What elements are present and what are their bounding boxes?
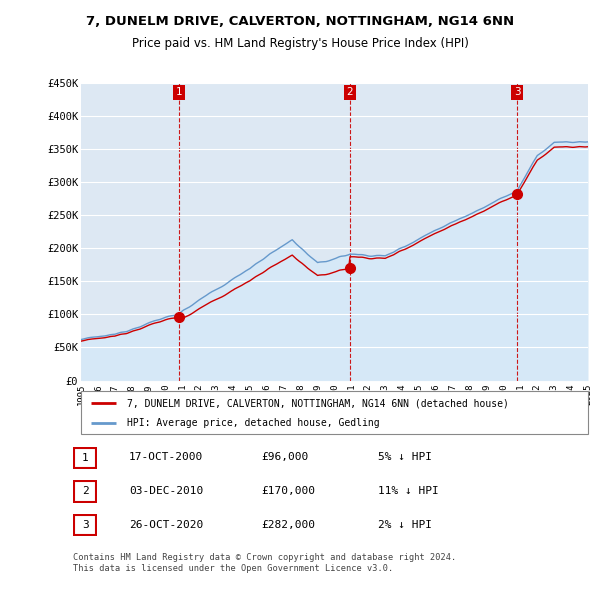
Text: 1: 1 [176, 87, 182, 97]
Text: Contains HM Land Registry data © Crown copyright and database right 2024.
This d: Contains HM Land Registry data © Crown c… [73, 553, 457, 573]
Text: £282,000: £282,000 [261, 520, 315, 529]
FancyBboxPatch shape [74, 515, 96, 535]
Text: 11% ↓ HPI: 11% ↓ HPI [378, 486, 439, 496]
Text: 2: 2 [347, 87, 353, 97]
FancyBboxPatch shape [81, 391, 588, 434]
Text: 17-OCT-2000: 17-OCT-2000 [129, 453, 203, 462]
Text: £96,000: £96,000 [261, 453, 308, 462]
Text: 2: 2 [82, 487, 89, 496]
Text: 1: 1 [82, 453, 89, 463]
Text: 26-OCT-2020: 26-OCT-2020 [129, 520, 203, 529]
FancyBboxPatch shape [74, 448, 96, 468]
Text: 7, DUNELM DRIVE, CALVERTON, NOTTINGHAM, NG14 6NN: 7, DUNELM DRIVE, CALVERTON, NOTTINGHAM, … [86, 15, 514, 28]
Text: Price paid vs. HM Land Registry's House Price Index (HPI): Price paid vs. HM Land Registry's House … [131, 37, 469, 50]
Text: 03-DEC-2010: 03-DEC-2010 [129, 486, 203, 496]
Text: 5% ↓ HPI: 5% ↓ HPI [378, 453, 432, 462]
Text: 7, DUNELM DRIVE, CALVERTON, NOTTINGHAM, NG14 6NN (detached house): 7, DUNELM DRIVE, CALVERTON, NOTTINGHAM, … [127, 398, 509, 408]
Text: 3: 3 [82, 520, 89, 530]
Text: 2% ↓ HPI: 2% ↓ HPI [378, 520, 432, 529]
Text: 3: 3 [514, 87, 521, 97]
Text: HPI: Average price, detached house, Gedling: HPI: Average price, detached house, Gedl… [127, 418, 379, 428]
Text: £170,000: £170,000 [261, 486, 315, 496]
FancyBboxPatch shape [74, 481, 96, 501]
